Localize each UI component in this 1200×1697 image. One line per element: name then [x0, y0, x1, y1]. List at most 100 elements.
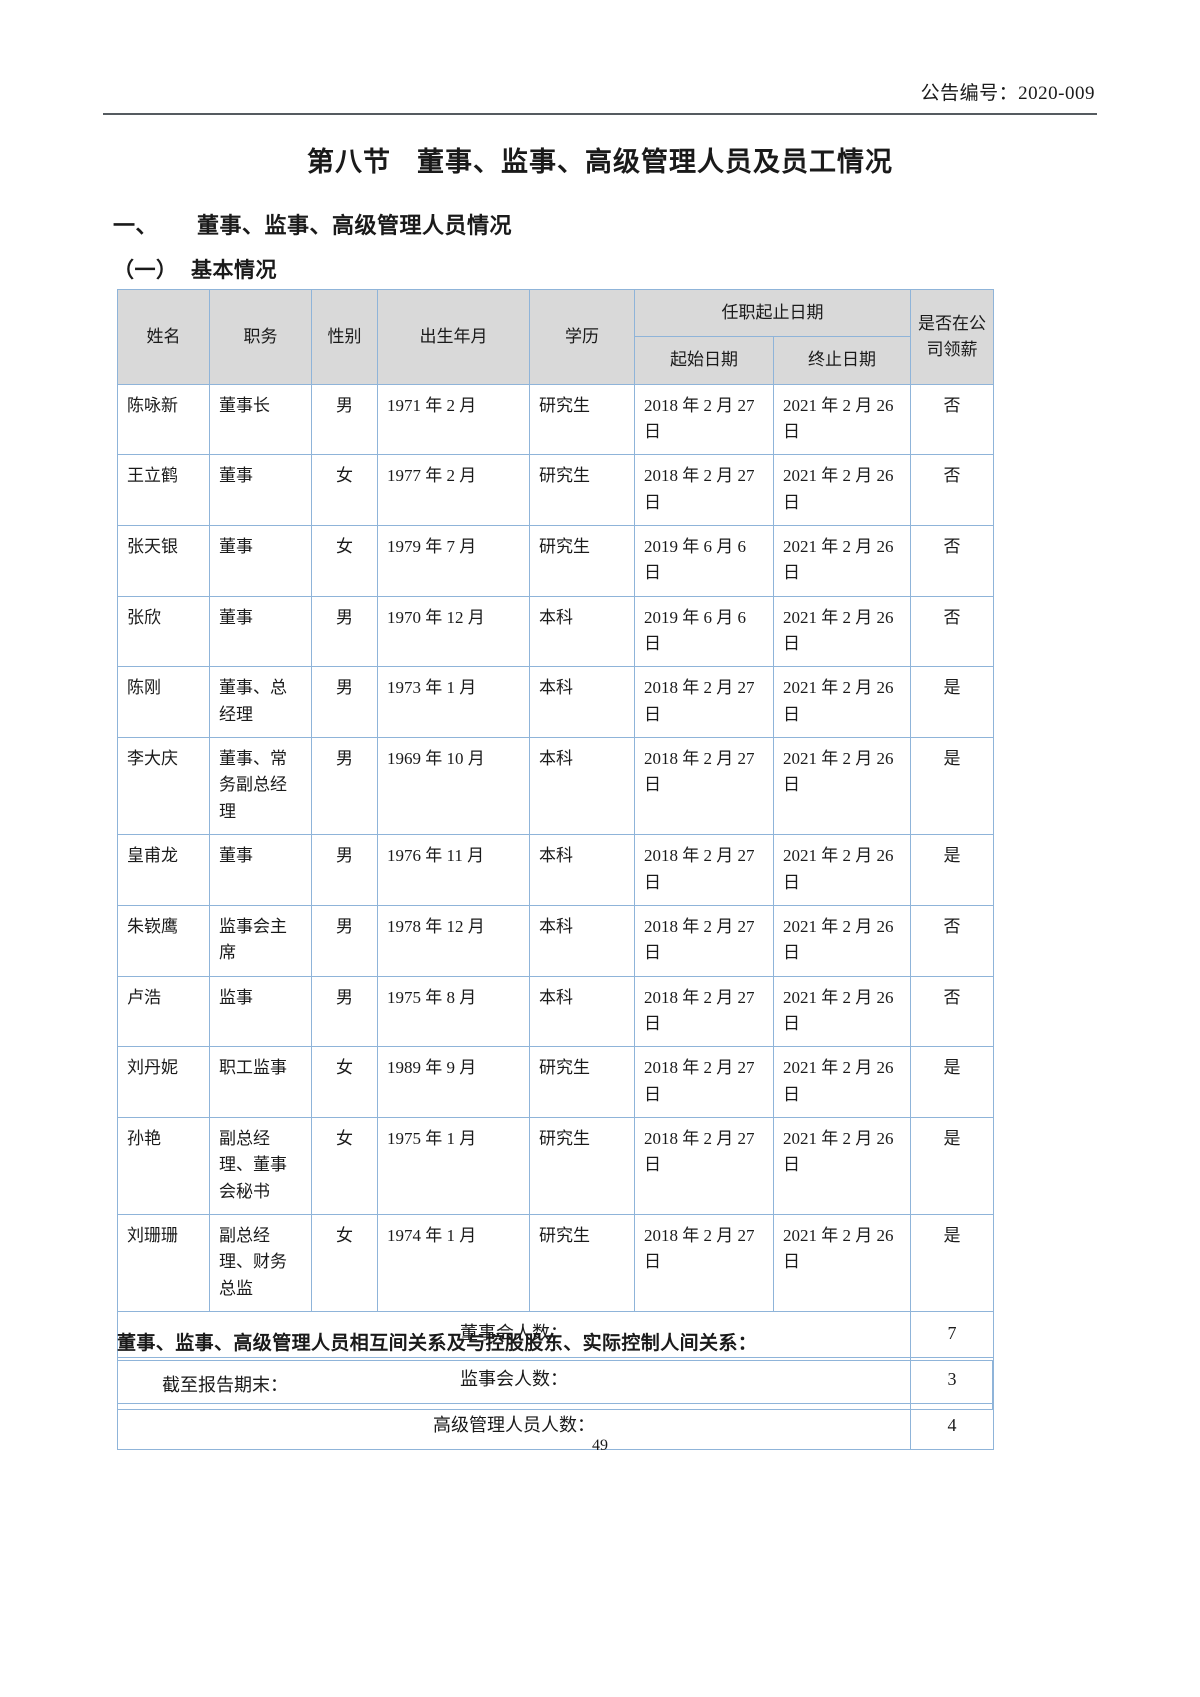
table-row: 陈刚 董事、总经理男 1973 年 1 月本科 2018 年 2 月 27 日 2021… — [117, 666, 994, 739]
table-row: 王立鹤 董事女 1977 年 2 月研究生 2018 年 2 月 27 日 2021 年… — [117, 454, 994, 527]
announcement-code: 公告编号：2020-009 — [920, 83, 1095, 104]
cell-gender: 男 — [311, 834, 378, 906]
heading-1-number: 一、 — [113, 213, 159, 238]
cell-gender: 女 — [311, 525, 378, 597]
summary-label: 监事会人数： — [117, 1356, 911, 1404]
heading-2-text: 基本情况 — [191, 258, 277, 282]
table-header-row-1: 姓名 职务 性别 出生年月 学历 任职起止日期 是否在公司领薪 — [117, 288, 994, 385]
page-title: 第八节 董事、监事、高级管理人员及员工情况 — [0, 140, 1200, 179]
cell-paid: 是 — [910, 1116, 994, 1215]
cell-name: 刘珊珊 — [117, 1213, 210, 1312]
cell-gender: 男 — [311, 904, 378, 977]
cell-end-date: 2021 年 2 月 26 日 — [773, 595, 911, 668]
table-header: 姓名 职务 性别 出生年月 学历 任职起止日期 是否在公司领薪 起始日期 终止日… — [117, 288, 994, 385]
cell-gender: 女 — [311, 1046, 378, 1118]
cell-name: 张天银 — [117, 525, 210, 597]
cell-paid: 否 — [910, 454, 994, 527]
heading-1-text: 董事、监事、高级管理人员情况 — [197, 213, 513, 238]
cell-birth: 1969 年 10 月 — [377, 737, 530, 836]
cell-start-date: 2018 年 2 月 27 日 — [634, 904, 774, 977]
cell-education: 研究生 — [529, 525, 635, 597]
cell-paid: 是 — [910, 834, 994, 906]
cell-paid: 是 — [910, 1046, 994, 1118]
table-header-row-2: 起始日期 终止日期 — [118, 336, 994, 385]
cell-gender: 男 — [311, 595, 378, 668]
cell-end-date: 2021 年 2 月 26 日 — [773, 975, 911, 1048]
cell-name: 王立鹤 — [117, 454, 210, 527]
cell-post: 副总经理、董事会秘书 — [209, 1116, 312, 1215]
cell-post: 董事、常务副总经理 — [209, 737, 312, 836]
cell-birth: 1973 年 1 月 — [377, 666, 530, 739]
cell-start-date: 2019 年 6 月 6 日 — [634, 525, 774, 597]
column-header-gender: 性别 — [311, 289, 378, 385]
cell-paid: 否 — [910, 383, 994, 456]
cell-start-date: 2018 年 2 月 27 日 — [634, 975, 774, 1048]
cell-birth: 1979 年 7 月 — [377, 525, 530, 597]
cell-name: 刘丹妮 — [117, 1046, 210, 1118]
cell-post: 董事长 — [209, 383, 312, 456]
cell-post: 董事 — [209, 454, 312, 527]
summary-value: 7 — [910, 1310, 994, 1358]
table-summary-row: 高级管理人员人数： 4 — [117, 1402, 994, 1450]
cell-birth: 1970 年 12 月 — [377, 595, 530, 668]
relationship-note-body: 截至报告期末： — [162, 1375, 288, 1395]
table-row: 刘丹妮 职工监事女 1989 年 9 月研究生 2018 年 2 月 27 日 2021… — [117, 1046, 994, 1118]
cell-birth: 1976 年 11 月 — [377, 834, 530, 906]
cell-education: 研究生 — [529, 1213, 635, 1312]
cell-birth: 1975 年 8 月 — [377, 975, 530, 1048]
cell-name: 皇甫龙 — [117, 834, 210, 906]
cell-post: 监事 — [209, 975, 312, 1048]
cell-education: 本科 — [529, 904, 635, 977]
column-header-name: 姓名 — [117, 289, 210, 385]
cell-start-date: 2018 年 2 月 27 日 — [634, 666, 774, 739]
table-row: 张天银 董事女 1979 年 7 月研究生 2019 年 6 月 6 日 2021 年 … — [117, 525, 994, 597]
cell-education: 本科 — [529, 737, 635, 836]
summary-label: 董事会人数： — [117, 1310, 911, 1358]
personnel-table: 姓名 职务 性别 出生年月 学历 任职起止日期 是否在公司领薪 起始日期 终止日… — [117, 288, 994, 1450]
cell-end-date: 2021 年 2 月 26 日 — [773, 454, 911, 527]
summary-label: 高级管理人员人数： — [117, 1402, 911, 1450]
cell-name: 孙艳 — [117, 1116, 210, 1215]
summary-value: 4 — [910, 1402, 994, 1450]
cell-education: 研究生 — [529, 383, 635, 456]
cell-end-date: 2021 年 2 月 26 日 — [773, 1116, 911, 1215]
cell-birth: 1977 年 2 月 — [377, 454, 530, 527]
column-header-end-date: 终止日期 — [773, 336, 911, 385]
cell-gender: 男 — [311, 666, 378, 739]
cell-education: 研究生 — [529, 1046, 635, 1118]
cell-gender: 男 — [311, 383, 378, 456]
cell-birth: 1978 年 12 月 — [377, 904, 530, 977]
cell-start-date: 2018 年 2 月 27 日 — [634, 1213, 774, 1312]
cell-start-date: 2018 年 2 月 27 日 — [634, 834, 774, 906]
page-number: 49 — [592, 1437, 608, 1454]
cell-end-date: 2021 年 2 月 26 日 — [773, 383, 911, 456]
cell-end-date: 2021 年 2 月 26 日 — [773, 1213, 911, 1312]
cell-post: 副总经理、财务总监 — [209, 1213, 312, 1312]
cell-start-date: 2018 年 2 月 27 日 — [634, 454, 774, 527]
table-row: 孙艳 副总经理、董事会秘书女 1975 年 1 月研究生 2018 年 2 月 27 … — [117, 1116, 994, 1215]
cell-gender: 女 — [311, 1116, 378, 1215]
cell-end-date: 2021 年 2 月 26 日 — [773, 666, 911, 739]
column-header-tenure-group: 任职起止日期 — [634, 288, 911, 338]
column-header-birth: 出生年月 — [377, 289, 530, 385]
cell-education: 研究生 — [529, 454, 635, 527]
cell-post: 董事、总经理 — [209, 666, 312, 739]
column-header-paid: 是否在公司领薪 — [910, 289, 994, 385]
table-row: 刘珊珊 副总经理、财务总监女 1974 年 1 月研究生 2018 年 2 月 27 … — [117, 1213, 994, 1312]
cell-name: 卢浩 — [117, 975, 210, 1048]
table-row: 张欣 董事男 1970 年 12 月本科 2019 年 6 月 6 日 2021 年 2… — [117, 595, 994, 668]
cell-education: 本科 — [529, 834, 635, 906]
table-row: 卢浩 监事男 1975 年 8 月本科 2018 年 2 月 27 日 2021 年 2… — [117, 975, 994, 1048]
cell-paid: 否 — [910, 904, 994, 977]
relationship-note-box: 截至报告期末： — [117, 1360, 993, 1410]
cell-name: 陈刚 — [117, 666, 210, 739]
cell-paid: 是 — [910, 1213, 994, 1312]
cell-name: 张欣 — [117, 595, 210, 668]
cell-name: 陈咏新 — [117, 383, 210, 456]
cell-start-date: 2019 年 6 月 6 日 — [634, 595, 774, 668]
cell-education: 本科 — [529, 595, 635, 668]
cell-gender: 男 — [311, 737, 378, 836]
cell-gender: 女 — [311, 454, 378, 527]
cell-gender: 女 — [311, 1213, 378, 1312]
